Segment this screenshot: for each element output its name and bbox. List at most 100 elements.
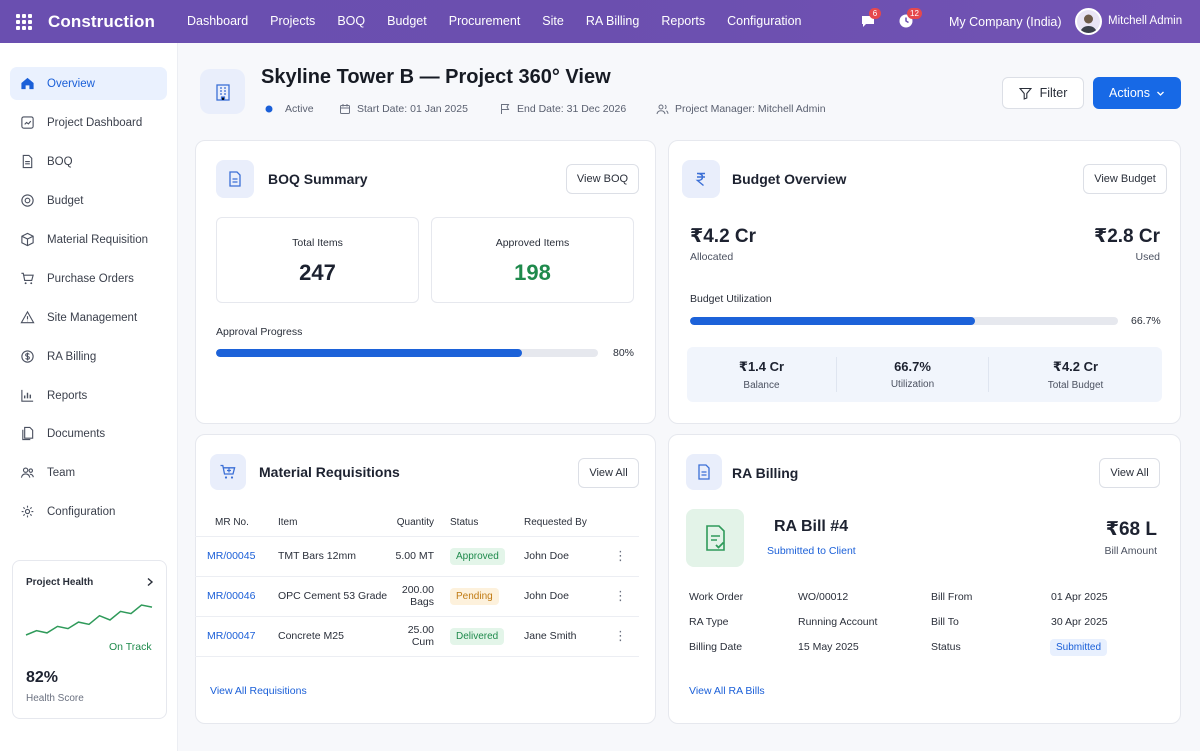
view-boq-button[interactable]: View BOQ <box>566 164 639 194</box>
used-value: ₹2.8 Cr <box>1093 226 1160 247</box>
total-budget-stat: ₹4.2 Cr Total Budget <box>989 347 1162 402</box>
sidebar-item-site-management[interactable]: Site Management <box>10 301 167 334</box>
project-health-card[interactable]: Project Health On Track 82% Health Score <box>12 560 167 719</box>
nav-configuration[interactable]: Configuration <box>727 14 802 28</box>
nav-procurement[interactable]: Procurement <box>448 14 521 28</box>
coin-icon <box>21 194 34 207</box>
table-row[interactable]: MR/00046 OPC Cement 53 Grade 200.00 Bags… <box>195 575 639 616</box>
mr-quantity: 200.00 Bags <box>388 575 450 616</box>
nav-ra-billing[interactable]: RA Billing <box>585 14 640 28</box>
view-all-ra-bills-link[interactable]: View All RA Bills <box>689 685 765 697</box>
nav-boq[interactable]: BOQ <box>337 14 366 28</box>
document-list-icon <box>22 154 33 169</box>
boq-card-title: BOQ Summary <box>268 171 368 187</box>
chat-icon[interactable]: 6 <box>860 8 881 29</box>
project-manager: Project Manager: Mitchell Admin <box>656 103 826 115</box>
sidebar-item-material-requisition[interactable]: Material Requisition <box>10 223 167 256</box>
top-navbar: Construction Dashboard Projects BOQ Budg… <box>0 0 1200 43</box>
mr-number-link[interactable]: MR/00045 <box>207 550 256 562</box>
more-vertical-icon[interactable]: ⋮ <box>614 628 627 643</box>
nav-site[interactable]: Site <box>542 14 564 28</box>
total-budget-label: Total Budget <box>1047 380 1104 391</box>
used-label: Used <box>1135 251 1160 263</box>
mr-number-link[interactable]: MR/00046 <box>207 590 256 602</box>
sidebar-item-label: Configuration <box>47 505 116 518</box>
approval-progress-bar <box>216 349 598 357</box>
app-brand[interactable]: Construction <box>48 12 155 31</box>
col-mr-no: MR No. <box>215 517 249 529</box>
view-all-mr-button[interactable]: View All <box>578 458 639 488</box>
sidebar-item-reports[interactable]: Reports <box>10 379 167 412</box>
mr-requested-by: John Doe <box>524 535 614 576</box>
mr-item: TMT Bars 12mm <box>278 535 388 576</box>
project-health-title: Project Health <box>26 577 94 588</box>
chevron-right-icon[interactable] <box>145 577 155 587</box>
bill-to-value: 30 Apr 2025 <box>1051 616 1108 628</box>
avatar[interactable] <box>1075 8 1102 35</box>
total-items-value: 247 <box>299 260 336 285</box>
nav-budget[interactable]: Budget <box>387 14 427 28</box>
filter-label: Filter <box>1039 86 1068 100</box>
table-row[interactable]: MR/00045 TMT Bars 12mm 5.00 MT Approved … <box>195 535 639 576</box>
health-trend-sparkline <box>25 604 153 636</box>
sidebar: Overview Project Dashboard BOQ Budget Ma… <box>0 43 178 751</box>
filter-button[interactable]: Filter <box>1002 77 1084 109</box>
mr-card-title: Material Requisitions <box>259 464 400 480</box>
ra-billing-card <box>668 434 1181 724</box>
sidebar-item-configuration[interactable]: Configuration <box>10 495 167 528</box>
sidebar-item-label: Project Dashboard <box>47 116 143 129</box>
view-all-ra-button[interactable]: View All <box>1099 458 1160 488</box>
project-end-date: End Date: 31 Dec 2026 <box>499 103 626 115</box>
utilization-stat: 66.7% Utilization <box>837 347 988 402</box>
calendar-icon <box>340 104 350 114</box>
home-icon <box>21 77 34 90</box>
nav-reports[interactable]: Reports <box>661 14 706 28</box>
col-requested-by: Requested By <box>524 517 587 529</box>
balance-value: ₹1.4 Cr <box>738 359 785 374</box>
sidebar-item-ra-billing[interactable]: RA Billing <box>10 340 167 373</box>
clock-icon[interactable]: 12 <box>898 8 922 29</box>
filter-icon <box>1018 87 1032 100</box>
sidebar-item-team[interactable]: Team <box>10 456 167 489</box>
rupee-icon <box>682 160 720 198</box>
status-dot-icon <box>265 105 273 113</box>
status-label: Status <box>931 641 961 653</box>
mr-requested-by: Jane Smith <box>524 615 614 657</box>
status-badge: Delivered <box>450 627 505 645</box>
sidebar-item-label: Budget <box>47 194 84 207</box>
sidebar-item-purchase-orders[interactable]: Purchase Orders <box>10 262 167 295</box>
sidebar-item-documents[interactable]: Documents <box>10 417 167 450</box>
sidebar-item-overview[interactable]: Overview <box>10 67 167 100</box>
project-building-icon <box>200 69 245 114</box>
mr-number-link[interactable]: MR/00047 <box>207 630 256 642</box>
sidebar-item-budget[interactable]: Budget <box>10 184 167 217</box>
more-vertical-icon[interactable]: ⋮ <box>614 588 627 603</box>
view-budget-button[interactable]: View Budget <box>1083 164 1167 194</box>
warning-triangle-icon <box>20 310 35 324</box>
bill-from-value: 01 Apr 2025 <box>1051 591 1108 603</box>
sidebar-item-boq[interactable]: BOQ <box>10 145 167 178</box>
actions-button[interactable]: Actions <box>1093 77 1181 109</box>
sidebar-item-label: Material Requisition <box>47 233 148 246</box>
user-name[interactable]: Mitchell Admin <box>1108 15 1183 27</box>
status-badge: Submitted <box>1050 639 1108 656</box>
more-vertical-icon[interactable]: ⋮ <box>614 548 627 563</box>
box-icon <box>21 232 34 247</box>
company-switcher[interactable]: My Company (India) <box>949 15 1062 29</box>
view-all-requisitions-link[interactable]: View All Requisitions <box>210 685 307 697</box>
sidebar-item-label: Reports <box>47 389 88 402</box>
nav-projects[interactable]: Projects <box>270 14 316 28</box>
cart-add-icon <box>210 454 246 490</box>
health-status: On Track <box>109 641 152 653</box>
mr-item: OPC Cement 53 Grade <box>278 575 388 616</box>
mr-table: MR No. Item Quantity Status Requested By… <box>195 510 639 657</box>
ra-type-value: Running Account <box>798 616 878 628</box>
nav-dashboard[interactable]: Dashboard <box>187 14 249 28</box>
mr-quantity: 5.00 MT <box>388 535 450 576</box>
sidebar-item-project-dashboard[interactable]: Project Dashboard <box>10 106 167 139</box>
sidebar-item-label: Documents <box>47 427 106 440</box>
table-row[interactable]: MR/00047 Concrete M25 25.00 Cum Delivere… <box>195 615 639 657</box>
ra-card-title: RA Billing <box>732 465 799 481</box>
table-header-row: MR No. Item Quantity Status Requested By <box>195 510 639 536</box>
apps-grid-icon[interactable] <box>16 14 32 30</box>
